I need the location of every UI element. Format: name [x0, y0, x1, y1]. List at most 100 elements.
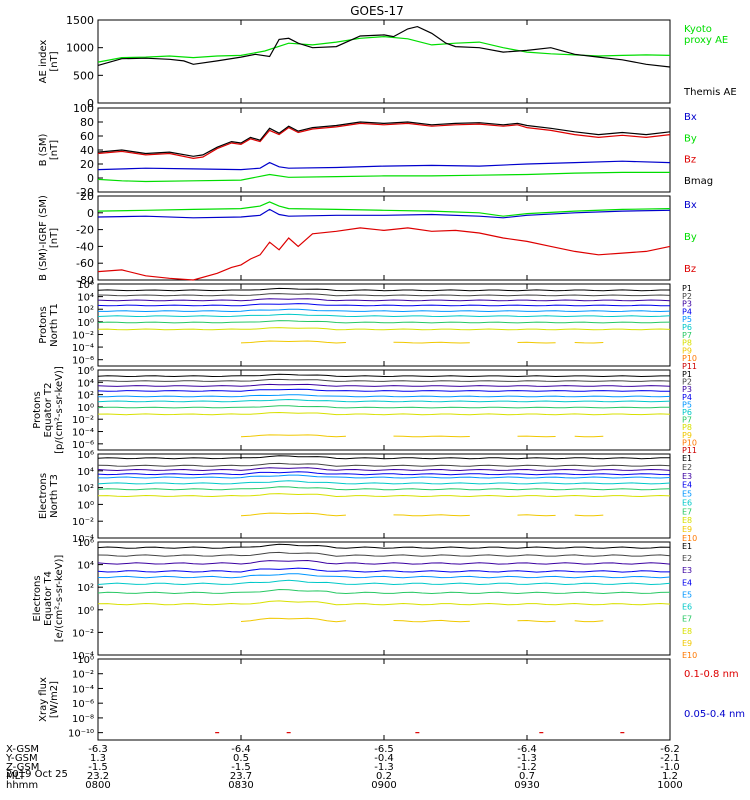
- channel-line: [97, 287, 670, 292]
- channel-line: [240, 434, 346, 438]
- channel-label: E4: [682, 481, 692, 490]
- y-tick-label: 10⁻⁴: [72, 534, 94, 545]
- channel-line: [97, 462, 671, 467]
- channel-label: E5: [682, 590, 692, 599]
- footer-value: -1.3: [374, 762, 394, 773]
- legend-entry: By: [684, 133, 697, 144]
- y-tick-label: 10⁻²: [72, 670, 94, 681]
- footer-value: -0.4: [374, 753, 394, 764]
- y-tick-label: 0: [87, 97, 94, 110]
- y-tick-label: 10²: [77, 484, 94, 495]
- footer-row-label: Y-GSM: [5, 753, 38, 764]
- legend-entry: proxy AE: [684, 35, 728, 46]
- channel-label: E9: [682, 525, 692, 534]
- y-axis-label: [nT]: [49, 51, 60, 71]
- channel-line: [517, 435, 556, 438]
- channel-label: P7: [682, 416, 692, 425]
- channel-label: E7: [682, 615, 692, 624]
- channel-label: P8: [682, 423, 692, 432]
- channel-label: P8: [682, 339, 692, 348]
- channel-line: [97, 373, 670, 378]
- footer-value: 0900: [371, 780, 396, 791]
- channel-line: [393, 341, 470, 344]
- footer-row-label: Z-GSM: [6, 762, 39, 773]
- channel-label: E4: [682, 578, 692, 587]
- y-tick-label: 10⁻⁴: [72, 428, 94, 439]
- footer-value: -2.1: [660, 753, 680, 764]
- channel-line: [393, 435, 470, 438]
- channel-line: [97, 455, 670, 460]
- legend-entry: Bz: [684, 264, 696, 275]
- channel-label: E1: [682, 454, 692, 463]
- panel-frame: [97, 541, 671, 656]
- y-tick-label: 10²: [77, 391, 94, 402]
- y-tick-label: 60: [80, 130, 94, 143]
- channel-line: [97, 303, 671, 307]
- y-tick-label: 100: [73, 102, 94, 115]
- series-line: [97, 208, 671, 219]
- y-tick-label: 10⁰: [77, 606, 94, 617]
- y-tick-label: 10⁰: [77, 655, 94, 666]
- channel-line: [97, 579, 671, 586]
- footer-value: -1.5: [231, 762, 251, 773]
- y-tick-label: 10⁻²: [72, 517, 94, 528]
- footer-value: 0.2: [376, 771, 392, 782]
- legend-entry: Bz: [684, 155, 696, 166]
- footer-value: 0930: [514, 780, 539, 791]
- channel-line: [97, 588, 671, 595]
- channel-label: E10: [682, 651, 697, 660]
- channel-label: P7: [682, 331, 692, 340]
- y-tick-label: 500: [73, 69, 94, 82]
- series-line: [97, 201, 671, 217]
- channel-label: E8: [682, 627, 692, 636]
- y-axis-label: North T3: [49, 474, 60, 518]
- channel-label: P6: [682, 323, 692, 332]
- channel-line: [98, 378, 671, 382]
- y-axis-label: [e/(cm²-s-sr-keV)]: [54, 555, 65, 643]
- series-line: [97, 160, 671, 171]
- channel-label: P11: [682, 362, 697, 371]
- channel-line: [97, 551, 671, 557]
- y-tick-label: -60: [76, 257, 94, 270]
- y-tick-label: 0: [87, 207, 94, 220]
- channel-line: [240, 340, 346, 344]
- channel-label: P9: [682, 431, 692, 440]
- y-axis-label: Electrons: [32, 575, 43, 621]
- footer-value: -1.0: [660, 762, 680, 773]
- y-tick-label: 10⁴: [77, 293, 94, 304]
- channel-line: [97, 467, 671, 472]
- y-tick-label: 10⁶: [77, 366, 94, 377]
- footer-value: -6.2: [660, 744, 680, 755]
- channel-label: E3: [682, 472, 692, 481]
- channel-line: [97, 405, 671, 409]
- channel-line: [97, 480, 671, 485]
- channel-line: [97, 398, 671, 403]
- footer-row-label: MLT: [6, 771, 26, 782]
- footer-value: 23.7: [230, 771, 252, 782]
- y-axis-label: [nT]: [49, 140, 60, 160]
- legend-entry: Kyoto: [684, 24, 712, 35]
- legend-entry: By: [684, 232, 697, 243]
- channel-label: P3: [682, 385, 692, 394]
- y-tick-label: 1000: [66, 42, 94, 55]
- y-tick-label: -20: [76, 224, 94, 237]
- y-tick-label: -20: [76, 186, 94, 199]
- footer-value: 0800: [85, 780, 110, 791]
- y-tick-label: 20: [80, 158, 94, 171]
- channel-line: [97, 320, 671, 324]
- footer-value: 0.7: [519, 771, 535, 782]
- legend-entry: Themis AE: [683, 87, 737, 98]
- footer-value: 1000: [657, 780, 682, 791]
- channel-label: P11: [682, 446, 697, 455]
- y-tick-label: 10⁻²: [72, 330, 94, 341]
- y-axis-label: Electrons: [38, 473, 49, 519]
- channel-line: [517, 341, 556, 344]
- y-tick-label: 10⁻⁶: [72, 699, 94, 710]
- channel-label: P6: [682, 408, 692, 417]
- footer-row-label: X-GSM: [6, 744, 39, 755]
- panel-frame: [97, 107, 671, 193]
- y-tick-label: 10⁶: [77, 538, 94, 549]
- channel-line: [98, 474, 671, 479]
